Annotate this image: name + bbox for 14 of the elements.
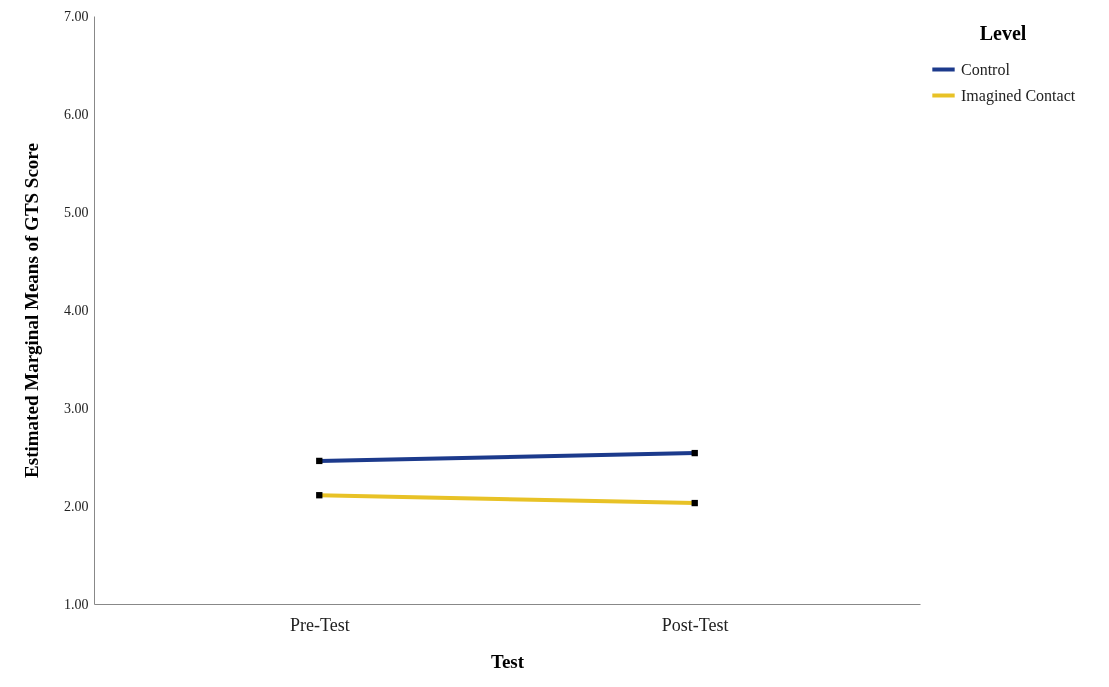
- y-tick-label: 3.00: [64, 400, 89, 416]
- y-tick-label: 7.00: [64, 8, 89, 24]
- y-tick-label: 1.00: [64, 596, 89, 612]
- legend-label: Control: [961, 60, 1011, 78]
- y-tick-label: 6.00: [64, 106, 89, 122]
- x-axis-title: Test: [490, 650, 525, 672]
- x-tick-label: Pre-Test: [289, 614, 350, 635]
- y-tick-label: 2.00: [64, 498, 89, 514]
- legend-title: Level: [979, 22, 1027, 44]
- y-tick-label: 4.00: [64, 302, 89, 318]
- legend-label: Imagined Contact: [961, 86, 1076, 105]
- x-tick-label: Post-Test: [661, 614, 729, 635]
- y-tick-label: 5.00: [64, 204, 89, 220]
- y-axis-title: Estimated Marginal Means of GTS Score: [21, 143, 42, 478]
